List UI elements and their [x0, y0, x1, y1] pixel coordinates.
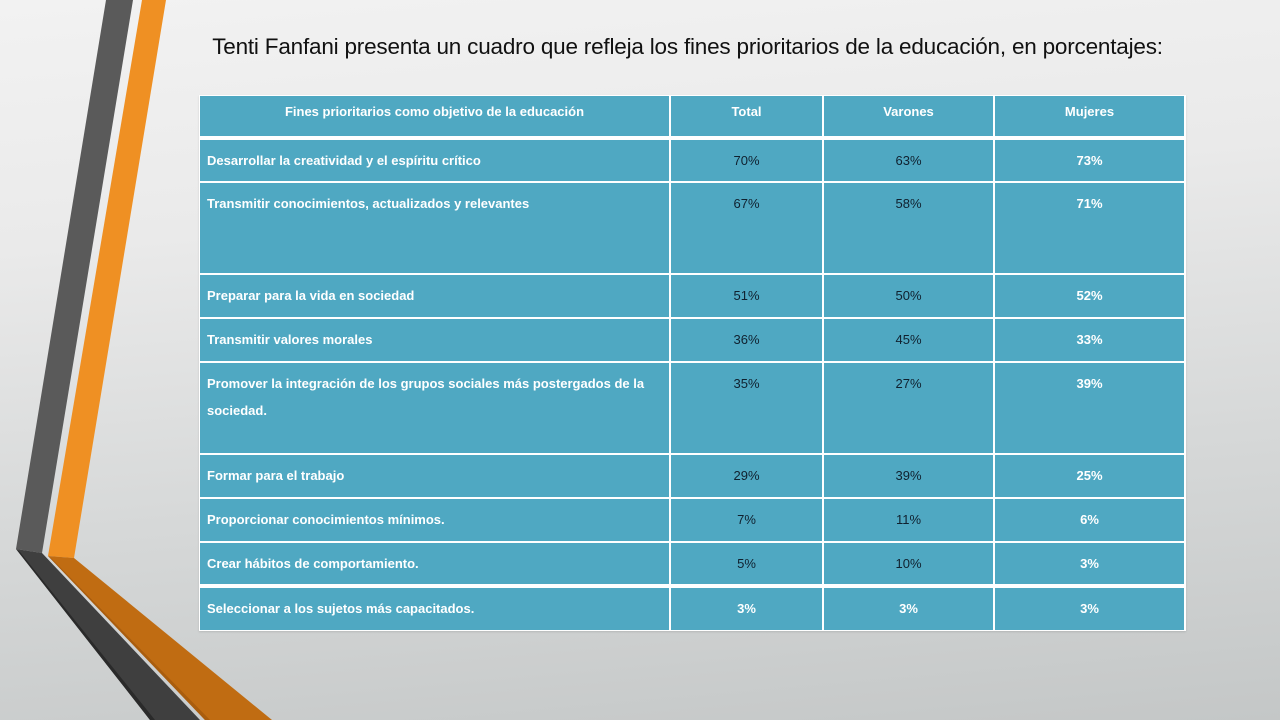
table-row: Desarrollar la creatividad y el espíritu… — [199, 139, 1186, 182]
value-total: 3% — [671, 588, 822, 630]
orange-stripe-lower — [48, 556, 272, 720]
table-row: Transmitir conocimientos, actualizados y… — [199, 182, 1186, 274]
value-varones: 27% — [824, 363, 993, 453]
table-row: Formar para el trabajo 29% 39% 25% — [199, 454, 1186, 498]
table-header-row: Fines prioritarios como objetivo de la e… — [199, 95, 1186, 137]
row-label: Crear hábitos de comportamiento. — [200, 543, 669, 584]
value-varones: 10% — [824, 543, 993, 584]
value-mujeres: 3% — [995, 543, 1184, 584]
header-mujeres: Mujeres — [995, 96, 1184, 136]
value-varones: 45% — [824, 319, 993, 361]
value-varones: 58% — [824, 183, 993, 273]
header-total: Total — [671, 96, 822, 136]
table-row: Transmitir valores morales 36% 45% 33% — [199, 318, 1186, 362]
value-total: 35% — [671, 363, 822, 453]
value-mujeres: 25% — [995, 455, 1184, 497]
orange-stripe-upper — [48, 0, 166, 558]
value-varones: 63% — [824, 140, 993, 181]
value-total: 29% — [671, 455, 822, 497]
row-label: Transmitir conocimientos, actualizados y… — [200, 183, 669, 273]
gray-stripe-lower — [16, 549, 200, 720]
gray-stripe-upper — [16, 0, 133, 553]
slide-title: Tenti Fanfani presenta un cuadro que ref… — [212, 34, 1163, 59]
value-mujeres: 73% — [995, 140, 1184, 181]
value-total: 67% — [671, 183, 822, 273]
row-label: Preparar para la vida en sociedad — [200, 275, 669, 317]
row-label: Desarrollar la creatividad y el espíritu… — [200, 140, 669, 181]
value-total: 36% — [671, 319, 822, 361]
table-row: Preparar para la vida en sociedad 51% 50… — [199, 274, 1186, 318]
fines-table: Fines prioritarios como objetivo de la e… — [199, 95, 1186, 631]
decorative-stripes — [16, 0, 272, 720]
value-total: 7% — [671, 499, 822, 541]
row-label: Formar para el trabajo — [200, 455, 669, 497]
row-label: Promover la integración de los grupos so… — [200, 363, 669, 453]
row-label: Proporcionar conocimientos mínimos. — [200, 499, 669, 541]
table-row: Proporcionar conocimientos mínimos. 7% 1… — [199, 498, 1186, 542]
value-varones: 50% — [824, 275, 993, 317]
table-row: Seleccionar a los sujetos más capacitado… — [199, 587, 1186, 631]
table-row: Promover la integración de los grupos so… — [199, 362, 1186, 454]
value-mujeres: 52% — [995, 275, 1184, 317]
value-mujeres: 6% — [995, 499, 1184, 541]
value-total: 51% — [671, 275, 822, 317]
row-label: Seleccionar a los sujetos más capacitado… — [200, 588, 669, 630]
value-total: 70% — [671, 140, 822, 181]
row-label: Transmitir valores morales — [200, 319, 669, 361]
value-total: 5% — [671, 543, 822, 584]
table-row: Crear hábitos de comportamiento. 5% 10% … — [199, 542, 1186, 585]
value-mujeres: 39% — [995, 363, 1184, 453]
value-mujeres: 3% — [995, 588, 1184, 630]
header-fines: Fines prioritarios como objetivo de la e… — [200, 96, 669, 136]
value-varones: 11% — [824, 499, 993, 541]
value-varones: 3% — [824, 588, 993, 630]
header-varones: Varones — [824, 96, 993, 136]
value-mujeres: 33% — [995, 319, 1184, 361]
value-mujeres: 71% — [995, 183, 1184, 273]
value-varones: 39% — [824, 455, 993, 497]
